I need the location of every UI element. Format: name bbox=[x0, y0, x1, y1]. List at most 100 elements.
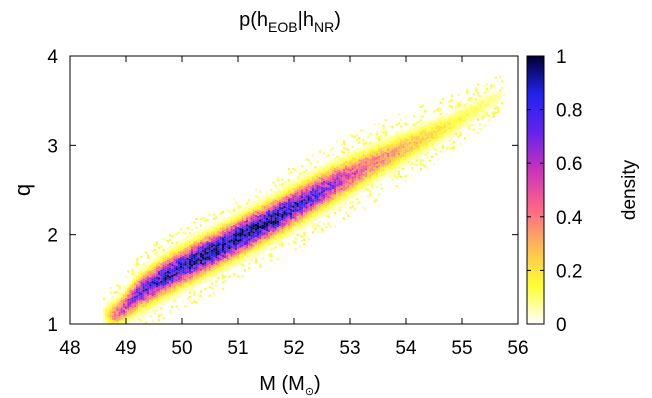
heatmap-cell bbox=[188, 263, 191, 266]
heatmap-cell bbox=[367, 171, 370, 174]
heatmap-cell bbox=[232, 242, 235, 245]
heatmap-cell bbox=[356, 191, 359, 194]
heatmap-cell bbox=[314, 208, 317, 211]
heatmap-cell bbox=[349, 156, 352, 159]
heatmap-cell bbox=[219, 234, 222, 237]
heatmap-cell bbox=[228, 262, 231, 265]
heatmap-cell bbox=[287, 194, 290, 197]
heatmap-cell bbox=[228, 240, 231, 243]
heatmap-cell bbox=[408, 157, 411, 160]
heatmap-cell bbox=[155, 267, 158, 270]
heatmap-cell bbox=[232, 220, 235, 223]
heatmap-cell bbox=[147, 309, 150, 312]
heatmap-cell bbox=[103, 335, 105, 337]
heatmap-cell bbox=[208, 213, 211, 216]
heatmap-cell bbox=[323, 183, 326, 186]
heatmap-cell bbox=[345, 174, 348, 177]
heatmap-cell bbox=[180, 263, 183, 266]
heatmap-cell bbox=[243, 256, 246, 259]
heatmap-cell bbox=[197, 278, 200, 281]
heatmap-cell bbox=[140, 290, 143, 293]
heatmap-cell bbox=[461, 108, 464, 111]
heatmap-cell bbox=[283, 234, 286, 237]
heatmap-cell bbox=[329, 179, 332, 182]
heatmap-cell bbox=[382, 164, 385, 167]
heatmap-cell bbox=[230, 259, 233, 262]
heatmap-cell bbox=[188, 285, 191, 288]
heatmap-cell bbox=[272, 192, 275, 195]
heatmap-cell bbox=[261, 240, 264, 243]
heatmap-cell bbox=[224, 218, 227, 221]
heatmap-cell bbox=[439, 108, 442, 111]
heatmap-cell bbox=[380, 183, 383, 186]
heatmap-cell bbox=[175, 263, 178, 266]
heatmap-cell bbox=[312, 154, 315, 157]
heatmap-cell bbox=[329, 203, 332, 206]
heatmap-cell bbox=[419, 152, 422, 155]
heatmap-cell bbox=[294, 226, 297, 229]
heatmap-cell bbox=[329, 172, 332, 175]
heatmap-cell bbox=[386, 141, 389, 144]
heatmap-cell bbox=[270, 211, 273, 214]
heatmap-cell bbox=[380, 172, 383, 175]
heatmap-cell bbox=[276, 236, 279, 239]
heatmap-cell bbox=[347, 155, 350, 158]
heatmap-cell bbox=[281, 238, 284, 241]
heatmap-cell bbox=[215, 234, 218, 237]
heatmap-cell bbox=[298, 168, 301, 171]
heatmap-cell bbox=[219, 247, 222, 250]
heatmap-cell bbox=[257, 218, 260, 221]
heatmap-cell bbox=[133, 271, 136, 275]
heatmap-cell bbox=[325, 164, 328, 167]
heatmap-cell bbox=[327, 158, 330, 161]
heatmap-cell bbox=[384, 154, 387, 157]
heatmap-cell bbox=[215, 251, 218, 254]
heatmap-cell bbox=[210, 245, 213, 248]
heatmap-cell bbox=[160, 254, 163, 257]
heatmap-cell bbox=[151, 269, 154, 272]
heatmap-cell bbox=[259, 203, 262, 207]
heatmap-cell bbox=[386, 135, 389, 138]
heatmap-cell bbox=[331, 167, 334, 170]
heatmap-cell bbox=[261, 226, 264, 230]
heatmap-cell bbox=[208, 270, 211, 273]
heatmap-cell bbox=[252, 231, 255, 234]
heatmap-cell bbox=[419, 150, 422, 153]
heatmap-cell bbox=[122, 303, 125, 306]
heatmap-cell bbox=[149, 286, 152, 289]
heatmap-cell bbox=[213, 222, 216, 225]
heatmap-cell bbox=[155, 243, 158, 246]
heatmap-cell bbox=[494, 89, 497, 92]
heatmap-cell bbox=[265, 215, 268, 218]
heatmap-cell bbox=[279, 201, 282, 205]
heatmap-cell bbox=[199, 242, 202, 245]
heatmap-cell bbox=[393, 142, 396, 145]
heatmap-cell bbox=[175, 254, 178, 258]
heatmap-cell bbox=[133, 302, 136, 305]
heatmap-cell bbox=[111, 311, 114, 314]
heatmap-cell bbox=[268, 194, 271, 197]
heatmap-cell bbox=[334, 196, 337, 199]
heatmap-cell bbox=[435, 133, 438, 136]
heatmap-cell bbox=[336, 193, 339, 196]
heatmap-cell bbox=[347, 153, 350, 156]
heatmap-cell bbox=[274, 184, 277, 187]
heatmap-cell bbox=[160, 313, 163, 316]
heatmap-cell bbox=[248, 212, 251, 215]
heatmap-cell bbox=[182, 249, 185, 252]
heatmap-cell bbox=[268, 254, 271, 257]
heatmap-cell bbox=[193, 254, 196, 257]
heatmap-cell bbox=[129, 289, 132, 292]
heatmap-cell bbox=[380, 139, 383, 142]
heatmap-cell bbox=[131, 272, 134, 276]
heatmap-cell bbox=[162, 262, 165, 265]
heatmap-cell bbox=[342, 199, 345, 202]
heatmap-cell bbox=[171, 283, 174, 286]
heatmap-cell bbox=[380, 130, 383, 133]
heatmap-cell bbox=[123, 325, 125, 327]
heatmap-cell bbox=[457, 131, 460, 134]
heatmap-cell bbox=[188, 247, 191, 250]
heatmap-cell bbox=[329, 225, 332, 228]
heatmap-cell bbox=[318, 176, 321, 180]
heatmap-cell bbox=[166, 283, 169, 287]
